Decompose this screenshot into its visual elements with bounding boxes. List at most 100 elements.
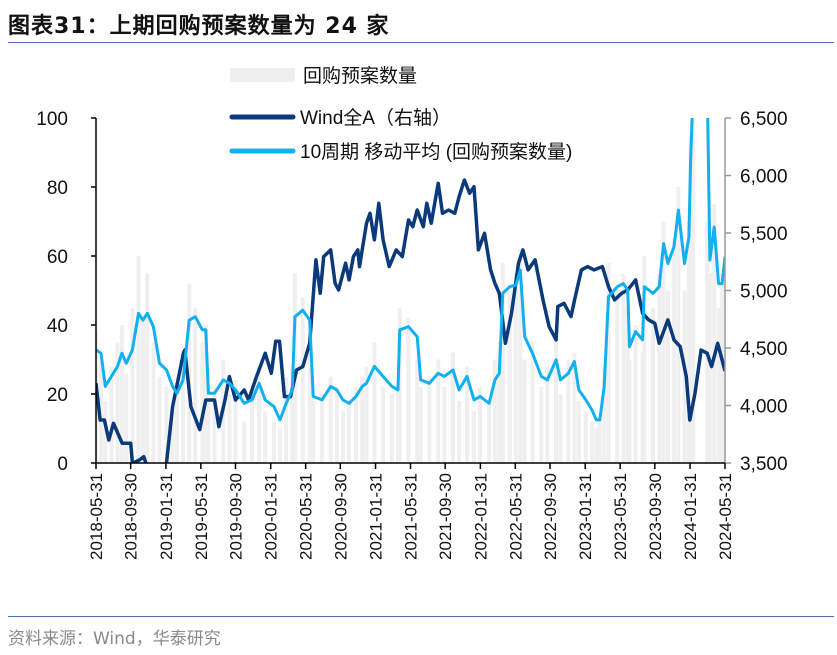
right-tick-label: 6,500	[740, 109, 788, 130]
bar	[642, 256, 647, 463]
x-tick-label: 2020-01-31	[262, 473, 281, 560]
bar	[124, 373, 129, 463]
bar	[627, 359, 632, 463]
bar	[712, 204, 717, 463]
bar	[233, 380, 238, 463]
bar	[583, 411, 588, 463]
right-tick-label: 5,000	[740, 282, 788, 303]
bar	[545, 366, 550, 463]
axes: 0 20 40 60 80 100 3,500 4,000 4,500 5,000 5,500 6,0…	[36, 109, 787, 560]
x-tick-label: 2022-05-31	[506, 473, 525, 560]
bar	[381, 387, 386, 463]
bar	[307, 342, 312, 463]
bar	[558, 394, 563, 463]
legend-label-wind: Wind全A（右轴）	[300, 107, 451, 129]
bar	[554, 342, 559, 463]
right-tick-label: 3,500	[740, 454, 788, 475]
x-tick-label: 2018-09-30	[122, 473, 141, 560]
bar	[478, 387, 483, 463]
bar	[130, 307, 135, 463]
bar	[464, 366, 469, 463]
x-tick-label: 2023-05-31	[611, 473, 630, 560]
bar	[164, 387, 169, 463]
right-tick-label: 6,000	[740, 167, 788, 188]
left-tick-label: 80	[47, 178, 68, 199]
bar	[300, 297, 305, 463]
bar	[507, 290, 512, 463]
bar	[263, 411, 268, 463]
line-moving-average	[96, 118, 725, 422]
bar	[576, 400, 581, 463]
x-tick-label: 2024-01-31	[681, 473, 700, 560]
bar	[119, 325, 124, 463]
bar	[372, 342, 377, 463]
bar	[720, 273, 725, 463]
bar	[665, 290, 670, 463]
legend-label-bar: 回购预案数量	[303, 65, 417, 87]
bar	[311, 400, 316, 463]
bar	[415, 359, 420, 463]
bar	[354, 387, 359, 463]
figure-title: 图表31：上期回购预案数量为 24 家	[8, 14, 390, 39]
bar	[672, 238, 677, 463]
x-tick-label: 2022-01-31	[471, 473, 490, 560]
bar	[436, 359, 441, 463]
right-tick-label: 4,500	[740, 339, 788, 360]
bar	[200, 342, 205, 463]
bar	[212, 387, 217, 463]
bar	[193, 307, 198, 463]
x-tick-label: 2023-01-31	[576, 473, 595, 560]
bar	[418, 387, 423, 463]
bar	[427, 376, 432, 463]
bar	[145, 273, 150, 463]
left-tick-label: 60	[47, 247, 68, 268]
bar	[227, 394, 232, 463]
bar	[691, 118, 696, 463]
x-tick-label: 2023-09-30	[646, 473, 665, 560]
bar	[594, 428, 599, 463]
bar	[487, 400, 492, 463]
bar	[606, 262, 611, 463]
bar	[115, 342, 120, 463]
x-tick-label: 2020-05-31	[297, 473, 316, 560]
bar	[284, 376, 289, 463]
bar	[151, 342, 156, 463]
bar	[682, 290, 687, 463]
footer-divider	[8, 616, 834, 617]
bar	[676, 187, 681, 463]
bar	[292, 273, 297, 463]
left-tick-label: 20	[47, 385, 68, 406]
bar	[572, 352, 577, 463]
bar	[657, 273, 662, 463]
legend-swatch-bar	[230, 68, 295, 82]
bar	[602, 366, 607, 463]
legend: 回购预案数量 Wind全A（右轴） 10周期 移动平均 (回购预案数量)	[229, 65, 572, 163]
bar	[136, 256, 141, 463]
line-series	[96, 118, 725, 463]
bar	[290, 366, 295, 463]
bar	[187, 283, 192, 463]
bar	[364, 366, 369, 463]
bar	[319, 394, 324, 463]
bar	[497, 342, 502, 463]
bar	[707, 273, 712, 463]
bar	[705, 221, 710, 463]
x-tick-label: 2019-05-31	[192, 473, 211, 560]
bar	[389, 394, 394, 463]
bar	[257, 366, 262, 463]
bar	[723, 380, 725, 463]
bar	[157, 376, 162, 463]
x-tick-label: 2020-09-30	[331, 473, 350, 560]
bar	[621, 273, 626, 463]
right-tick-label: 4,000	[740, 397, 788, 418]
bar	[170, 411, 175, 463]
bar	[328, 376, 333, 463]
bar	[206, 400, 211, 463]
bar	[109, 366, 114, 463]
bar	[271, 421, 276, 463]
bar	[140, 318, 145, 463]
x-tick-label: 2021-01-31	[367, 473, 386, 560]
left-tick-label: 40	[47, 316, 68, 337]
bar	[203, 325, 208, 463]
right-tick-label: 5,500	[740, 224, 788, 245]
